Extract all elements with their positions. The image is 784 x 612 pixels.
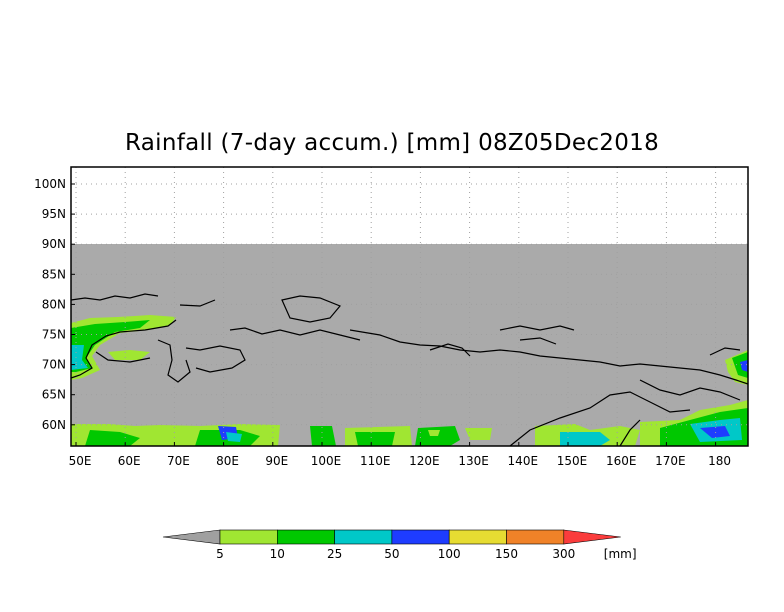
lon-label: 180 [708, 454, 731, 468]
color-legend: 5 10 25 50 100 150 300 [mm] [162, 529, 637, 561]
legend-unit: [mm] [604, 547, 637, 561]
coastline [349, 329, 749, 385]
legend-label: 300 [552, 547, 575, 561]
lon-label: 80E [216, 454, 239, 468]
legend-swatch [391, 529, 450, 545]
lon-label: 110E [360, 454, 391, 468]
legend-swatch [219, 529, 278, 545]
lon-label: 100E [311, 454, 342, 468]
lat-label: 65N [42, 388, 66, 402]
rain-patch [465, 428, 492, 440]
coastline [519, 337, 557, 345]
lat-label: 100N [34, 177, 66, 191]
lat-label: 60N [42, 418, 66, 432]
rain-patch [85, 430, 140, 446]
legend-arrow-low [162, 529, 221, 545]
coastline [229, 327, 361, 341]
rain-patch [700, 426, 730, 438]
rain-patch [310, 426, 336, 446]
coastline [509, 391, 691, 447]
legend-label: 150 [495, 547, 518, 561]
lon-label: 120E [409, 454, 440, 468]
lon-label: 170E [655, 454, 686, 468]
rain-patch [226, 432, 242, 442]
legend-swatch [334, 529, 393, 545]
lat-label: 90N [42, 237, 66, 251]
longitude-labels: 50E 60E 70E 80E 90E 100E 110E 120E 130E 140E 150E 1… [69, 442, 731, 468]
coastline [281, 295, 341, 323]
legend-label: 50 [384, 547, 399, 561]
lon-label: 70E [167, 454, 190, 468]
coastline [499, 325, 575, 331]
coastline [179, 299, 216, 307]
rain-patch [108, 350, 150, 360]
lat-label: 75N [42, 328, 66, 342]
lon-label: 140E [508, 454, 539, 468]
plot-frame [70, 166, 749, 447]
coastline [709, 347, 741, 356]
lon-label: 150E [557, 454, 588, 468]
legend-swatch [276, 529, 335, 545]
legend-label: 25 [327, 547, 342, 561]
legend-arrow-high [563, 529, 621, 545]
rain-patch [355, 432, 395, 446]
plot-area [70, 166, 749, 447]
rain-patch [740, 360, 748, 372]
legend-label: 100 [438, 547, 461, 561]
lon-label: 50E [69, 454, 92, 468]
lon-label: 130E [458, 454, 489, 468]
coastline [157, 339, 191, 383]
map-data-region [71, 244, 748, 446]
lon-label: 90E [265, 454, 288, 468]
rain-patch [71, 320, 150, 372]
legend-label: 10 [270, 547, 285, 561]
legend-label: 5 [216, 547, 224, 561]
coastline [70, 293, 159, 301]
lat-label: 80N [42, 297, 66, 311]
lat-label: 70N [42, 358, 66, 372]
coastline [185, 345, 246, 373]
coastline [70, 319, 177, 379]
rain-patch [732, 352, 748, 378]
map-title: Rainfall (7-day accum.) [mm] 08Z05Dec201… [125, 130, 659, 156]
rain-patch [71, 345, 88, 370]
coastline [619, 419, 641, 447]
lat-label: 95N [42, 207, 66, 221]
coastline [429, 343, 471, 357]
legend-swatch [448, 529, 507, 545]
coastline [95, 351, 151, 363]
coastline [639, 379, 741, 401]
lon-label: 60E [118, 454, 141, 468]
legend-swatch [506, 529, 565, 545]
lat-label: 85N [42, 267, 66, 281]
rain-patch [428, 430, 440, 436]
rain-patch [560, 432, 610, 446]
latitude-labels: 100N 95N 90N 85N 80N 75N 70N 65N 60N [34, 177, 75, 432]
lon-label: 160E [606, 454, 637, 468]
